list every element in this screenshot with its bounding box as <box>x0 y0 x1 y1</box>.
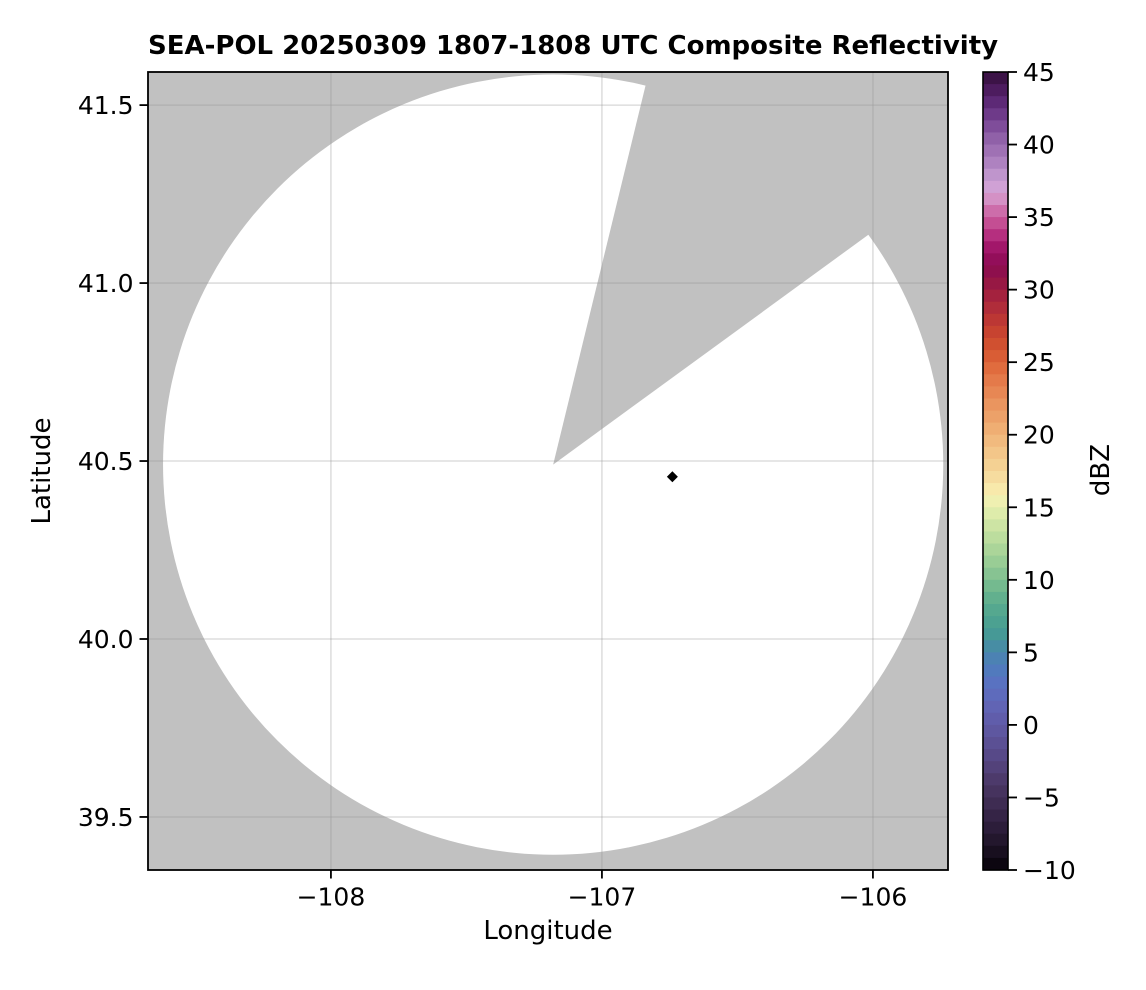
radar-site-marker <box>666 471 678 483</box>
colorbar-tick-label: −10 <box>1023 856 1076 885</box>
blocked-sector-wedge <box>553 72 948 465</box>
x-axis-label: Longitude <box>483 916 613 946</box>
colorbar-tick-label: 35 <box>1023 203 1055 232</box>
gridlines <box>148 72 948 870</box>
y-tick-label: 40.5 <box>78 447 134 476</box>
colorbar-border <box>982 71 1009 871</box>
colorbar-tick-label: 25 <box>1023 348 1055 377</box>
x-tick-label: −108 <box>297 883 366 912</box>
y-tick-label: 41.5 <box>78 91 134 120</box>
axis-ticks <box>139 104 874 879</box>
y-tick-label: 41.0 <box>78 269 134 298</box>
x-tick-label: −106 <box>839 883 908 912</box>
colorbar-tick-label: 15 <box>1023 493 1055 522</box>
colorbar-bands <box>983 72 1008 871</box>
y-tick-label: 40.0 <box>78 625 134 654</box>
colorbar-tick-label: 20 <box>1023 421 1055 450</box>
plot-border <box>147 71 949 871</box>
colorbar-tick-label: 45 <box>1023 58 1055 87</box>
y-tick-label: 39.5 <box>78 803 134 832</box>
colorbar-tick-label: 5 <box>1023 638 1039 667</box>
x-tick-label: −107 <box>568 883 637 912</box>
chart-title: SEA-POL 20250309 1807-1808 UTC Composite… <box>148 31 999 61</box>
colorbar-label: dBZ <box>1086 443 1116 497</box>
y-axis-label: Latitude <box>27 417 57 525</box>
colorbar-tick-label: 10 <box>1023 566 1055 595</box>
colorbar-tick-label: −5 <box>1023 783 1060 812</box>
colorbar-ticks <box>1008 71 1017 871</box>
colorbar-tick-label: 0 <box>1023 711 1039 740</box>
colorbar-tick-label: 40 <box>1023 131 1055 160</box>
colorbar-tick-label: 30 <box>1023 276 1055 305</box>
